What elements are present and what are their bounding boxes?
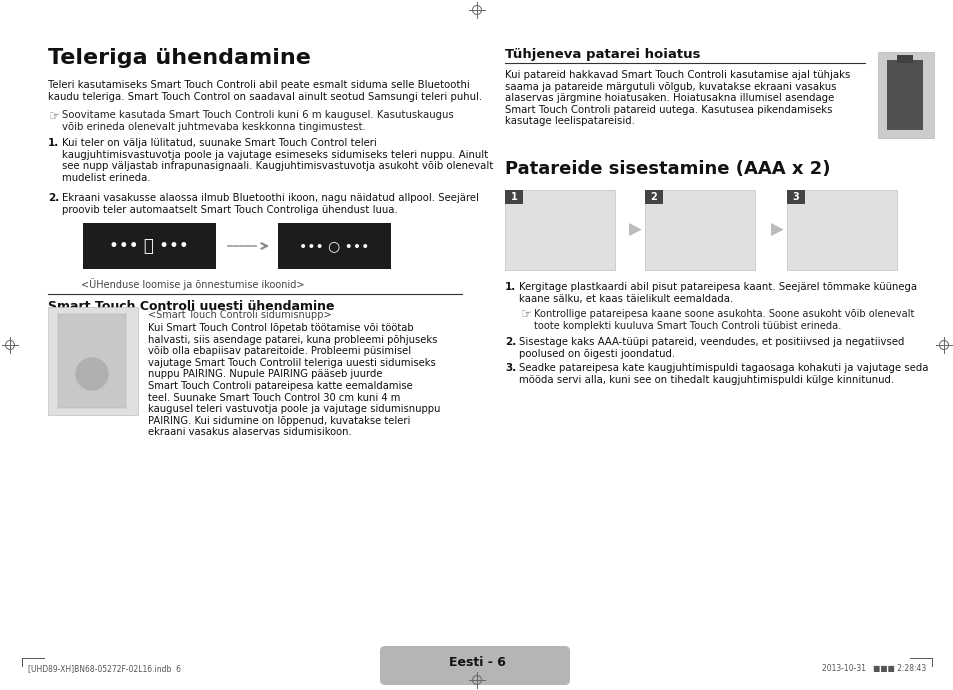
Text: Kui patareid hakkavad Smart Touch Controli kasutamise ajal tühjaks
saama ja pata: Kui patareid hakkavad Smart Touch Contro… xyxy=(504,70,849,126)
Text: ▶: ▶ xyxy=(770,221,782,239)
FancyBboxPatch shape xyxy=(379,646,569,685)
Text: ••• ○ •••: ••• ○ ••• xyxy=(298,239,369,253)
Text: ••• ⦿ •••: ••• ⦿ ••• xyxy=(109,237,189,255)
Text: Kui teler on välja lülitatud, suunake Smart Touch Control teleri
kaugjuhtimisvas: Kui teler on välja lülitatud, suunake Sm… xyxy=(62,138,493,183)
Text: Kui Smart Touch Control lõpetab töötamise või töötab
halvasti, siis asendage pat: Kui Smart Touch Control lõpetab töötamis… xyxy=(148,323,440,437)
Bar xyxy=(277,223,391,269)
Bar xyxy=(83,223,215,269)
Text: Seadke patareipesa kate kaugjuhtimispuldi tagaosaga kohakuti ja vajutage seda
mö: Seadke patareipesa kate kaugjuhtimispuld… xyxy=(518,363,927,384)
Text: Sisestage kaks AAA-tüüpi patareid, veendudes, et positiivsed ja negatiivsed
pool: Sisestage kaks AAA-tüüpi patareid, veend… xyxy=(518,337,903,359)
Bar xyxy=(644,190,754,270)
Text: Kontrollige patareipesa kaane soone asukohta. Soone asukoht võib olenevalt
toote: Kontrollige patareipesa kaane soone asuk… xyxy=(534,309,913,331)
Text: 1: 1 xyxy=(510,192,517,202)
Text: Patareide sisestamine (AAA x 2): Patareide sisestamine (AAA x 2) xyxy=(504,160,830,178)
Text: Teleri kasutamiseks Smart Touch Controli abil peate esmalt siduma selle Bluetoot: Teleri kasutamiseks Smart Touch Controli… xyxy=(48,80,481,101)
Bar xyxy=(786,190,896,270)
Text: Smart Touch Controli uuesti ühendamine: Smart Touch Controli uuesti ühendamine xyxy=(48,300,335,313)
Bar xyxy=(58,314,126,408)
Text: ☞: ☞ xyxy=(49,110,60,123)
Bar xyxy=(877,52,933,138)
Text: 1.: 1. xyxy=(48,138,59,148)
Bar xyxy=(48,307,138,415)
Bar xyxy=(644,190,662,204)
Text: Soovitame kasutada Smart Touch Controli kuni 6 m kaugusel. Kasutuskaugus
võib er: Soovitame kasutada Smart Touch Controli … xyxy=(62,110,454,132)
Text: Tühjeneva patarei hoiatus: Tühjeneva patarei hoiatus xyxy=(504,48,700,61)
Text: 2013-10-31   ■■■ 2:28:43: 2013-10-31 ■■■ 2:28:43 xyxy=(821,664,925,673)
Text: <Smart Touch Controli sidumisnupp>: <Smart Touch Controli sidumisnupp> xyxy=(148,310,332,320)
Text: Ekraani vasakusse alaossa ilmub Bluetoothi ikoon, nagu näidatud allpool. Seejäre: Ekraani vasakusse alaossa ilmub Bluetoot… xyxy=(62,193,478,215)
Text: 2: 2 xyxy=(650,192,657,202)
Text: 2.: 2. xyxy=(48,193,59,203)
Bar xyxy=(786,190,804,204)
Text: Eesti - 6: Eesti - 6 xyxy=(448,656,505,669)
Text: 1.: 1. xyxy=(504,282,516,292)
Text: ▶: ▶ xyxy=(628,221,640,239)
Circle shape xyxy=(76,358,108,390)
Bar xyxy=(886,60,923,130)
Bar xyxy=(896,55,912,63)
Text: ☞: ☞ xyxy=(520,308,532,321)
Bar xyxy=(504,190,615,270)
Bar xyxy=(504,190,522,204)
Text: 3.: 3. xyxy=(504,363,516,373)
Text: Teleriga ühendamine: Teleriga ühendamine xyxy=(48,48,311,68)
Text: 2.: 2. xyxy=(504,337,516,347)
Text: [UHD89-XH]BN68-05272F-02L16.indb  6: [UHD89-XH]BN68-05272F-02L16.indb 6 xyxy=(28,664,181,673)
Text: Kergitage plastkaardi abil pisut patareipesa kaant. Seejärel tõmmake küünega
kaa: Kergitage plastkaardi abil pisut patarei… xyxy=(518,282,916,304)
Text: <ÜHenduse loomise ja õnnestumise ikoonid>: <ÜHenduse loomise ja õnnestumise ikoonid… xyxy=(81,278,304,290)
Text: 3: 3 xyxy=(792,192,799,202)
